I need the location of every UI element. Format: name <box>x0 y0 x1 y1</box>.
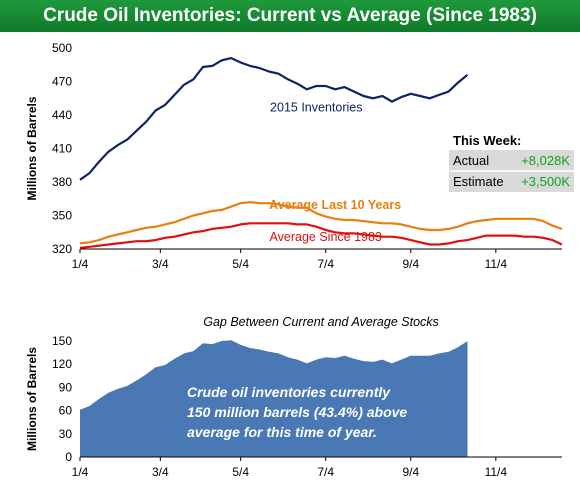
gap-area <box>80 340 468 457</box>
x-tick-label: 11/4 <box>485 257 508 271</box>
y-axis-title: Millions of Barrels <box>25 96 39 200</box>
y-tick-label: 60 <box>59 404 73 418</box>
x-tick-label: 7/4 <box>317 257 334 271</box>
x-tick-label: 7/4 <box>317 465 334 479</box>
series-label: Average Since 1983 <box>270 230 382 244</box>
y-tick-label: 120 <box>52 357 72 371</box>
this-week-header: This Week: <box>453 133 521 148</box>
y-tick-label: 380 <box>52 175 72 189</box>
y-tick-label: 440 <box>52 108 72 122</box>
title-bar: Crude Oil Inventories: Current vs Averag… <box>0 0 580 32</box>
x-tick-label: 1/4 <box>72 465 89 479</box>
gap-annotation: Crude oil inventories currently 150 milli… <box>187 384 407 440</box>
y-tick-label: 90 <box>59 380 73 394</box>
this-week-header-bg <box>449 130 574 150</box>
this-week-row-value: +3,500K <box>521 174 570 189</box>
this-week-row-bg <box>449 150 574 171</box>
this-week-row-label: Actual <box>453 153 489 168</box>
y-tick-label: 320 <box>52 242 72 256</box>
gap-chart-title: Gap Between Current and Average Stocks <box>203 315 439 329</box>
y-tick-label: 30 <box>59 427 73 441</box>
this-week-row-label: Estimate <box>453 174 504 189</box>
x-tick-label: 11/4 <box>485 465 508 479</box>
y-axis-title: Millions of Barrels <box>25 347 39 451</box>
x-tick-label: 5/4 <box>232 257 249 271</box>
y-tick-label: 500 <box>52 41 72 55</box>
x-tick-label: 3/4 <box>152 257 169 271</box>
y-tick-label: 410 <box>52 142 72 156</box>
y-tick-label: 150 <box>52 334 72 348</box>
x-tick-label: 9/4 <box>402 257 419 271</box>
x-tick-label: 3/4 <box>152 465 169 479</box>
series-line-0 <box>79 56 469 181</box>
chart-title: Crude Oil Inventories: Current vs Averag… <box>43 5 537 26</box>
x-tick-label: 1/4 <box>72 257 89 271</box>
series-line-1 <box>79 201 563 245</box>
y-tick-label: 470 <box>52 75 72 89</box>
x-tick-label: 9/4 <box>402 465 419 479</box>
x-tick-label: 5/4 <box>232 465 249 479</box>
this-week-row-value: +8,028K <box>521 153 570 168</box>
y-tick-label: 350 <box>52 209 72 223</box>
series-label: Average Last 10 Years <box>269 198 401 212</box>
this-week-row-bg <box>449 171 574 192</box>
y-tick-label: 0 <box>65 450 72 464</box>
series-label: 2015 Inventories <box>270 101 362 115</box>
series-line-2 <box>79 222 563 249</box>
